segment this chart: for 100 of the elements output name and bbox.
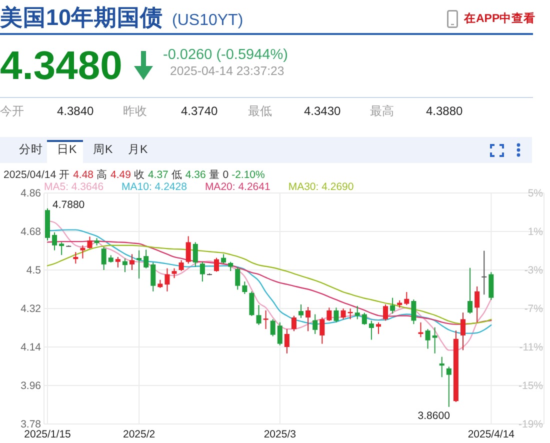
text: 4.37 [148,168,168,182]
candlestick [178,260,184,272]
candlestick [291,315,296,332]
candlestick [228,261,234,272]
candlestick [334,307,339,323]
candlestick [87,236,92,250]
chart-subtitle: (US10YT) [172,11,244,31]
annotation: 3.8600 [418,410,450,422]
candlestick [468,267,473,314]
text: 昨收 [123,104,147,118]
candlestick [312,314,318,334]
candlestick [404,292,410,306]
text: 今开 [0,104,24,118]
text: 4.3740 [181,104,218,118]
text: 4.3430 [304,104,341,118]
candlestick [460,312,466,351]
y2-tick-label: -15% [518,380,543,392]
text: 量 0 [208,168,229,182]
text: 4.36 [185,168,206,182]
candlestick [383,304,388,322]
text: 4.3480 [0,44,122,88]
candlestick [200,261,205,282]
candlestick [52,232,58,251]
candlestick [122,258,128,273]
y-tick-label: 3.96 [20,380,42,392]
candlestick [235,266,240,290]
candlestick [298,304,304,318]
candlestick [284,328,290,354]
text: MA20: 4.2641 [204,181,270,193]
candlestick [144,249,149,269]
text: 月K [128,143,148,157]
candlestick [277,322,282,346]
text: 4.3840 [57,104,94,118]
text: 最低 [248,104,272,118]
candlestick [306,306,311,332]
text: MA10: 4.2428 [122,181,187,193]
candlestick [340,308,346,320]
candlestick [101,246,106,270]
y-tick-label: 4.5 [26,264,42,277]
candlestick [172,268,177,279]
y2-tick-label: -3% [524,264,543,277]
text: 日K [57,143,77,157]
text: 4.48 [73,168,94,182]
candlestick [488,272,494,300]
candlestick [221,254,226,264]
y-tick-label: 4.68 [20,226,42,238]
y2-tick-label: -11% [519,342,543,354]
y2-tick-label: 5% [528,188,543,200]
y-tick-label: 4.86 [20,188,42,200]
candlestick [115,256,120,268]
y2-tick-label: -19% [518,418,543,431]
candlestick [164,268,170,292]
text: 2025-04-14 23:37:23 [170,64,284,78]
chart-title: 美国10年期国债 [0,4,164,32]
candlestick [59,242,64,256]
x-tick-label: 2025/2 [123,428,156,440]
candlestick [482,250,487,296]
y2-tick-label: -7% [524,303,543,316]
text: 收 [134,168,145,182]
text: -2.10% [232,168,265,182]
text: 最高 [370,104,394,118]
text: MA5: 4.3646 [44,181,104,193]
candlestick [256,304,262,326]
x-tick-label: 2025/3 [264,428,296,440]
x-tick-label: 2025/1/15 [24,428,72,440]
candlestick [270,318,276,337]
candlestick [80,244,86,259]
candlestick [390,297,396,314]
text: 2025/04/14 [4,168,56,182]
y-tick-label: 3.78 [20,418,42,431]
text: 分时 [19,143,43,157]
text: 开 [59,168,70,182]
candlestick [320,316,325,344]
candlestick [73,252,78,264]
candlestick [439,356,444,378]
y2-tick-label: 1% [528,226,543,238]
candlestick [136,250,142,280]
candlestick [362,312,367,326]
x-tick-label: 2025/4/14 [468,428,515,440]
candlestick [446,366,452,408]
text: -0.0260 (-0.5944%) [163,47,288,64]
candlestick [242,281,248,294]
candlestick [249,290,254,316]
candlestick [354,305,360,320]
annotation: 4.7880 [52,198,85,211]
candlestick [150,262,156,292]
candlestick [418,322,424,338]
text: 在APP中查看 [464,12,536,26]
y-tick-label: 4.14 [20,342,42,354]
candlestick [368,320,374,340]
text: 低 [171,168,182,182]
candlestick [326,307,332,322]
y-tick-label: 4.32 [20,303,42,316]
text: 4.3880 [426,104,463,118]
text: MA30: 4.2690 [288,181,354,193]
candlestick [214,257,220,272]
candlestick [376,322,381,334]
text: 4.49 [110,168,131,182]
text: 高 [96,168,108,182]
candlestick [192,242,198,268]
